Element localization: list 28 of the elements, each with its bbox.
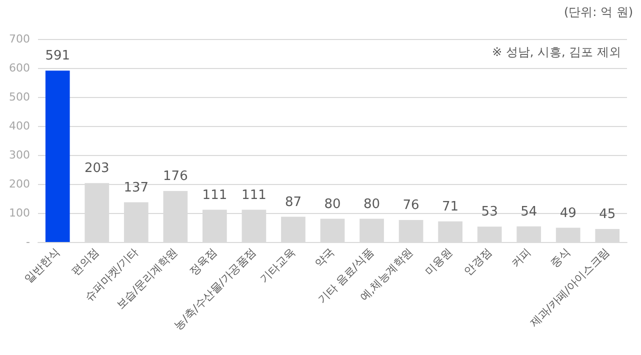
bar [45,70,70,242]
data-label: 591 [45,48,70,64]
x-tick-label: 커피 [508,245,534,270]
y-tick-label: - [26,236,30,248]
data-label: 176 [163,168,188,184]
data-label: 54 [520,204,538,220]
y-tick-label: 100 [9,206,30,220]
data-label: 137 [124,180,149,196]
data-label: 203 [84,161,110,176]
y-tick-label: 500 [9,90,30,104]
data-label: 71 [442,199,459,214]
data-label: 111 [202,188,228,203]
data-label: 76 [402,198,420,213]
data-label: 49 [560,206,576,221]
data-label: 53 [481,204,498,220]
y-tick-label: 200 [9,178,30,190]
data-label: 87 [284,194,302,210]
y-tick-label: 400 [9,120,30,132]
y-tick-label: 600 [9,62,30,74]
data-label: 45 [599,206,616,222]
x-tick-label: 약국 [312,245,338,270]
data-label: 80 [324,196,341,212]
annotation: ※ 성남, 시흥, 김포 제외 [492,45,622,59]
y-tick-label: 300 [9,148,30,162]
y-tick-label: 700 [9,32,30,46]
data-label: 80 [363,196,380,212]
text: (단위: 억 원) [564,5,634,19]
data-label: 111 [242,188,266,203]
